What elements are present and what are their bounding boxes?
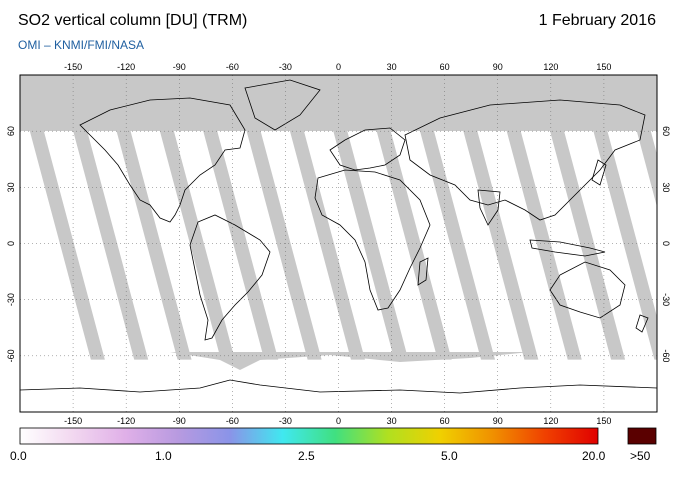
- lon-tick-label-top: -150: [64, 62, 82, 72]
- japan-outline: [591, 159, 607, 186]
- lat-tick-label-right: 30: [661, 182, 671, 192]
- colorbar-overflow-label: >50: [630, 449, 651, 463]
- europe-outline: [329, 127, 406, 171]
- orbit-gap-stripe: [635, 127, 657, 207]
- lon-tick-label-top: -60: [226, 62, 239, 72]
- south-america-outline: [189, 214, 271, 341]
- africa-outline: [314, 169, 431, 311]
- india-outline: [477, 189, 501, 226]
- lat-tick-label-right: -30: [661, 293, 671, 306]
- colorbar: [19, 427, 599, 445]
- colorbar-label-2: 2.5: [298, 449, 315, 463]
- lon-tick-label-top: 150: [596, 62, 611, 72]
- lon-tick-label-bottom: 150: [596, 416, 611, 426]
- graticule: [20, 75, 657, 412]
- australia-outline: [549, 261, 626, 319]
- lat-tick-label-left: -60: [6, 349, 16, 362]
- colorbar-label-4: 20.0: [582, 449, 606, 463]
- indonesia-outline: [529, 239, 606, 257]
- lon-tick-label-bottom: 120: [543, 416, 558, 426]
- map-content: [20, 75, 657, 412]
- lat-tick-label-right: -60: [661, 349, 671, 362]
- orbit-gap-stripe: [332, 127, 409, 360]
- colorbar-label-3: 5.0: [441, 449, 458, 463]
- north-america-outline: [79, 97, 246, 223]
- orbit-gap-stripe: [245, 127, 322, 360]
- map-title: SO2 vertical column [DU] (TRM): [18, 12, 248, 29]
- lon-tick-label-bottom: -30: [279, 416, 292, 426]
- lat-tick-label-left: 30: [6, 182, 16, 192]
- lon-tick-label-bottom: 0: [336, 416, 341, 426]
- colorbar-overflow-swatch: [627, 427, 657, 445]
- lon-tick-label-top: 120: [543, 62, 558, 72]
- lon-tick-label-bottom: -120: [117, 416, 135, 426]
- lon-tick-label-bottom: 90: [493, 416, 503, 426]
- colorbar-label-1: 1.0: [155, 449, 172, 463]
- lon-tick-label-bottom: -90: [173, 416, 186, 426]
- lat-tick-label-right: 0: [661, 241, 671, 246]
- lat-tick-label-left: -30: [6, 293, 16, 306]
- orbit-gap-stripe: [288, 127, 365, 360]
- lon-tick-label-top: 0: [336, 62, 341, 72]
- lon-tick-label-bottom: 30: [387, 416, 397, 426]
- orbit-gap-stripe: [375, 127, 452, 360]
- lon-tick-label-top: -30: [279, 62, 292, 72]
- orbit-gap-stripe: [549, 127, 626, 360]
- orbit-gap-stripe: [419, 127, 496, 360]
- orbit-gap-stripe: [505, 127, 582, 360]
- lat-tick-label-left: 0: [6, 241, 16, 246]
- lat-tick-label-left: 60: [6, 126, 16, 136]
- lon-tick-label-top: 30: [387, 62, 397, 72]
- map-frame: [19, 74, 658, 413]
- data-source-credit: OMI – KNMI/FMI/NASA: [18, 38, 145, 52]
- lon-tick-label-bottom: -150: [64, 416, 82, 426]
- lon-tick-label-top: -90: [173, 62, 186, 72]
- lon-tick-label-bottom: 60: [440, 416, 450, 426]
- antarctica-outline: [20, 379, 657, 394]
- new-zealand-outline: [635, 314, 649, 333]
- greenland-outline: [244, 79, 321, 131]
- lon-tick-label-top: 90: [493, 62, 503, 72]
- orbit-gap-stripe: [72, 127, 149, 360]
- colorbar-label-0: 0.0: [10, 449, 27, 463]
- map-date: 1 February 2016: [538, 12, 656, 29]
- orbit-gap-stripe: [28, 127, 105, 360]
- madagascar-outline: [417, 257, 429, 286]
- axis-ticks: -150 -150 -120 -120 -90 -90 -60 -60 -30 -30 0 0 30 30…: [6, 62, 671, 426]
- lon-tick-label-top: -120: [117, 62, 135, 72]
- lon-tick-label-bottom: -60: [226, 416, 239, 426]
- orbit-gap-stripe: [115, 127, 192, 360]
- lon-tick-label-top: 60: [440, 62, 450, 72]
- asia-outline: [404, 99, 646, 221]
- lat-tick-label-right: 60: [661, 126, 671, 136]
- coastlines: [20, 79, 657, 394]
